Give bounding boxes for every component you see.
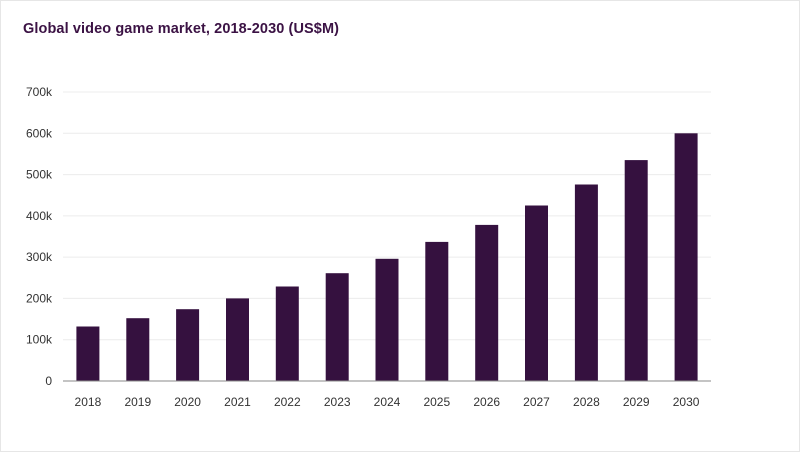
x-tick-label: 2018 <box>75 395 102 409</box>
x-axis-ticks: 2018 2019 2020 2021 2022 2023 2024 2025 2026 2027… <box>75 395 700 409</box>
bar-2026[interactable] <box>475 224 499 381</box>
x-tick-label: 2024 <box>374 395 401 409</box>
y-axis-ticks: 0 100k 200k 300k 400k 500k 600k 700k <box>26 85 53 388</box>
gridlines <box>63 91 711 341</box>
x-tick-label: 2020 <box>174 395 201 409</box>
bar-2023[interactable] <box>325 273 349 381</box>
y-tick-label: 300k <box>26 250 53 264</box>
x-tick-label: 2029 <box>623 395 650 409</box>
bar-2028[interactable] <box>574 184 598 382</box>
x-tick-label: 2021 <box>224 395 251 409</box>
y-tick-label: 600k <box>26 126 53 140</box>
x-tick-label: 2026 <box>473 395 500 409</box>
x-tick-label: 2027 <box>523 395 550 409</box>
x-tick-label: 2023 <box>324 395 351 409</box>
bar-2030[interactable] <box>674 133 698 381</box>
x-tick-label: 2019 <box>124 395 151 409</box>
bar-2019[interactable] <box>126 318 150 381</box>
y-tick-label: 0 <box>45 374 52 388</box>
x-tick-label: 2030 <box>673 395 700 409</box>
bar-2022[interactable] <box>275 286 299 382</box>
bar-2027[interactable] <box>525 205 548 382</box>
chart-title: Global video game market, 2018-2030 (US$… <box>23 21 340 37</box>
y-tick-label: 700k <box>26 85 53 99</box>
bar-2025[interactable] <box>425 241 449 381</box>
bar-2018[interactable] <box>76 326 100 382</box>
bars <box>76 133 698 382</box>
y-tick-label: 100k <box>26 333 53 347</box>
y-tick-label: 200k <box>26 291 53 305</box>
x-tick-label: 2028 <box>573 395 600 409</box>
y-tick-label: 500k <box>26 168 53 182</box>
x-tick-label: 2025 <box>423 395 450 409</box>
bar-2029[interactable] <box>624 160 648 381</box>
bar-2024[interactable] <box>375 258 399 381</box>
x-tick-label: 2022 <box>274 395 301 409</box>
bar-2020[interactable] <box>176 309 200 381</box>
y-tick-label: 400k <box>26 209 53 223</box>
bar-2021[interactable] <box>226 298 249 381</box>
